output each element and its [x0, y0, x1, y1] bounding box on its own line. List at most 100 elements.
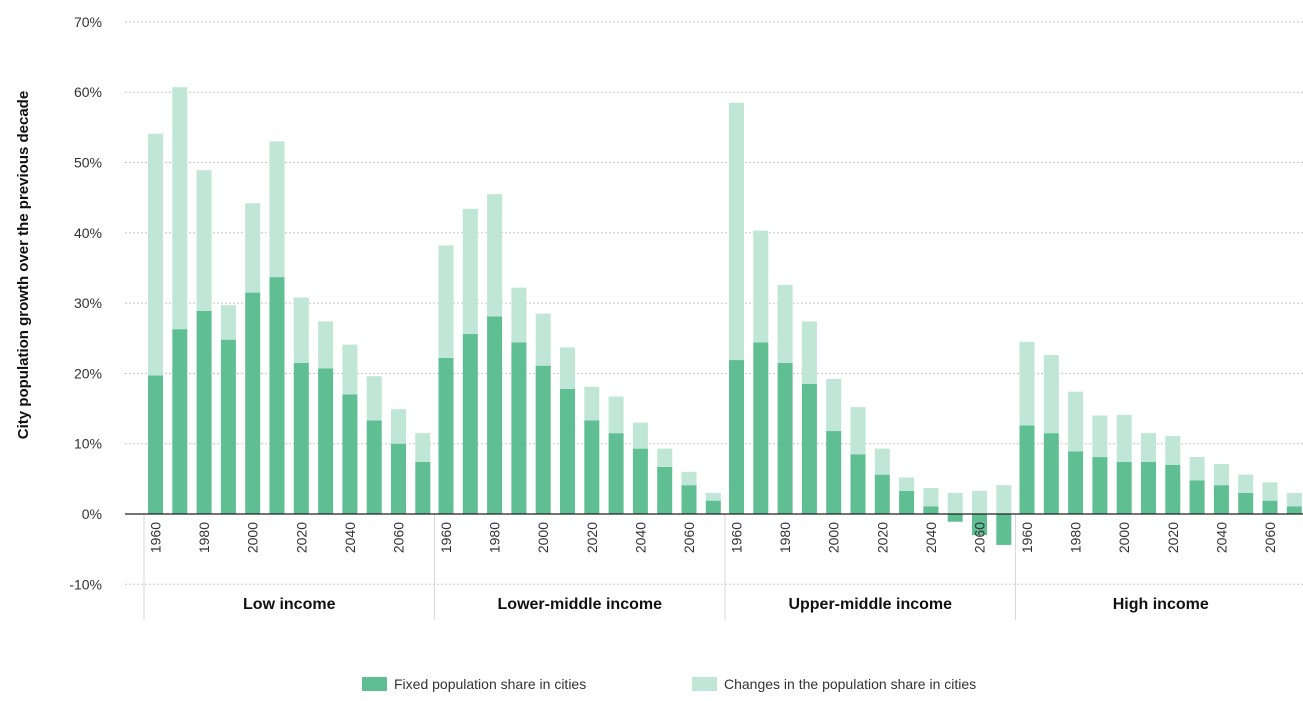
legend: Fixed population share in cities Changes …	[362, 676, 976, 692]
bar-fixed	[462, 334, 478, 514]
bar-changes	[1092, 415, 1108, 458]
bar-fixed	[681, 485, 697, 514]
bar-fixed	[777, 362, 793, 514]
x-tick-label: 2000	[826, 522, 842, 553]
bars-layer	[148, 87, 1302, 545]
bar-fixed	[269, 277, 285, 514]
bar-fixed	[148, 375, 163, 514]
bar-fixed	[826, 431, 842, 514]
bar-changes	[681, 471, 697, 486]
bar-fixed	[801, 383, 817, 514]
bar-changes	[1068, 391, 1084, 452]
x-tick-label: 2060	[972, 522, 988, 553]
bar-fixed	[753, 342, 769, 514]
bar-changes	[1043, 355, 1059, 434]
y-tick-label: 0%	[82, 506, 102, 522]
bar-fixed	[391, 443, 406, 514]
bar-changes	[487, 194, 503, 317]
bar-changes	[318, 321, 334, 369]
bar-fixed	[729, 360, 744, 514]
legend-label-changes: Changes in the population share in citie…	[724, 676, 976, 692]
bar-fixed	[1141, 461, 1156, 514]
bar-changes	[196, 170, 212, 311]
bar-changes	[1019, 341, 1035, 426]
bar-fixed	[196, 310, 212, 514]
bar-changes	[608, 396, 624, 434]
x-tick-label: 1980	[196, 522, 212, 553]
bar-changes	[1189, 457, 1205, 481]
bar-fixed	[293, 362, 309, 514]
bar-fixed	[220, 339, 236, 514]
bar-changes	[801, 321, 817, 384]
bar-fixed	[1213, 485, 1229, 514]
bar-changes	[584, 386, 600, 421]
bar-changes	[269, 141, 285, 278]
bar-fixed	[899, 490, 915, 514]
bar-changes	[850, 407, 866, 455]
bar-changes	[293, 297, 309, 363]
x-tick-label: 2020	[584, 522, 600, 553]
bar-changes	[1238, 474, 1254, 493]
bar-fixed	[318, 368, 334, 514]
bar-changes	[342, 344, 358, 395]
y-tick-label: 50%	[74, 155, 102, 171]
bar-changes	[245, 203, 261, 293]
bar-fixed	[1068, 451, 1084, 514]
y-tick-label: 30%	[74, 295, 102, 311]
bar-changes	[753, 230, 769, 343]
y-tick-label: 40%	[74, 225, 102, 241]
bar-fixed	[1043, 433, 1059, 514]
bar-fixed	[172, 329, 188, 514]
x-tick-label: 2000	[1116, 522, 1132, 553]
y-tick-label: -10%	[69, 576, 102, 592]
bar-changes	[632, 422, 648, 449]
bar-fixed	[438, 357, 454, 514]
x-tick-label: 2060	[391, 522, 407, 553]
bar-changes	[535, 313, 551, 366]
bar-changes	[972, 490, 987, 514]
bar-fixed	[366, 420, 382, 514]
bar-changes	[729, 102, 744, 361]
group-label: High income	[1113, 596, 1209, 613]
bar-changes	[874, 448, 890, 475]
x-tick-label: 1980	[487, 522, 503, 553]
y-tick-label: 60%	[74, 84, 102, 100]
bar-fixed	[923, 506, 939, 514]
bar-changes	[148, 133, 163, 376]
bar-changes	[438, 245, 454, 358]
bar-fixed	[1165, 464, 1181, 514]
bar-changes	[391, 409, 406, 444]
bar-changes	[1213, 464, 1229, 486]
bar-changes	[415, 433, 431, 462]
x-tick-label: 2040	[923, 522, 939, 553]
y-axis-label: City population growth over the previous…	[15, 91, 32, 439]
bar-changes	[172, 87, 188, 330]
y-tick-label: 10%	[74, 436, 102, 452]
x-tick-label: 2020	[874, 522, 890, 553]
x-tick-label: 1960	[729, 522, 745, 553]
bar-changes	[923, 487, 939, 507]
bar-changes	[462, 208, 478, 335]
bar-fixed	[1238, 492, 1254, 514]
x-tick-label: 2020	[293, 522, 309, 553]
bar-fixed	[657, 466, 673, 514]
bar-changes	[947, 492, 963, 514]
bar-changes	[826, 379, 842, 432]
bar-changes	[1286, 492, 1302, 507]
x-tick-label: 1980	[1068, 522, 1084, 553]
bar-fixed	[1189, 480, 1205, 514]
x-tick-label: 1960	[148, 522, 164, 553]
bar-changes	[560, 347, 575, 389]
bar-fixed	[511, 342, 527, 514]
x-tick-label: 2000	[535, 522, 551, 553]
bar-changes	[366, 376, 382, 421]
bar-fixed	[947, 514, 963, 522]
x-tick-label: 1980	[777, 522, 793, 553]
x-tick-label: 2020	[1165, 522, 1181, 553]
bar-fixed	[705, 500, 721, 514]
legend-label-fixed: Fixed population share in cities	[394, 676, 586, 692]
bar-changes	[1165, 435, 1181, 465]
bar-fixed	[535, 365, 551, 514]
x-tick-label: 2040	[1213, 522, 1229, 553]
